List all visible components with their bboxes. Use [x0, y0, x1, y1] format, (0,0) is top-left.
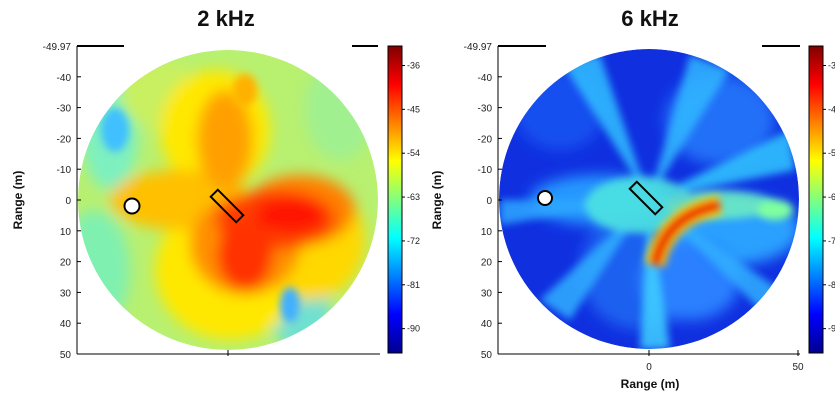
y-tick-labels: -49.97 -40 -30 -20 -10 0 10 20 30 40 50 — [43, 42, 81, 361]
colorbar-tick-label: -72 — [828, 236, 835, 246]
colorbar-tick-label: -63 — [828, 192, 835, 202]
heatmap-field — [499, 49, 799, 349]
colorbar-tick-labels: -36 -45 -54 -63 -72 -81 -90 — [402, 60, 420, 334]
y-tick-label: -10 — [57, 165, 72, 176]
chart-title: 2 kHz — [197, 6, 254, 31]
colorbar-tick-label: -81 — [407, 280, 420, 290]
y-tick-label: 50 — [60, 350, 72, 361]
colorbar-tick-labels: -36 -45 -54 -63 -72 -81 -90 — [823, 60, 835, 334]
y-tick-label: -10 — [478, 165, 493, 176]
panel-2khz: 2 kHz — [11, 6, 420, 361]
target-box — [209, 188, 245, 224]
y-tick-label: -20 — [478, 134, 493, 145]
y-tick-label: -40 — [478, 73, 493, 84]
colorbar-tick-label: -90 — [828, 324, 835, 334]
colorbar: -36 -45 -54 -63 -72 -81 -90 — [808, 45, 835, 354]
target-box — [628, 180, 664, 216]
colorbar-tick-label: -54 — [407, 148, 420, 158]
y-tick-label: 10 — [60, 227, 72, 238]
colorbar-tick-label: -36 — [407, 60, 420, 70]
y-tick-label: 0 — [65, 196, 71, 207]
y-axis-label: Range (m) — [430, 171, 444, 230]
y-tick-label: 20 — [481, 258, 493, 269]
x-tick-label: 50 — [792, 362, 804, 373]
y-tick-label: -49.97 — [464, 42, 493, 53]
panel-6khz: 6 kHz — [430, 6, 835, 391]
colorbar-tick-label: -45 — [407, 104, 420, 114]
y-tick-label: 40 — [60, 319, 72, 330]
y-tick-label: 30 — [481, 288, 493, 299]
x-tick-labels: 0 50 — [646, 362, 804, 373]
heatmap-field — [78, 50, 378, 350]
x-axis-label: Range (m) — [621, 377, 680, 391]
y-tick-label: 30 — [60, 288, 72, 299]
y-tick-label: -30 — [57, 104, 72, 115]
y-tick-label: 10 — [481, 227, 493, 238]
colorbar-tick-label: -45 — [828, 104, 835, 114]
chart-title: 6 kHz — [621, 6, 678, 31]
y-tick-label: 0 — [486, 196, 492, 207]
source-marker — [123, 197, 141, 215]
source-marker — [537, 190, 553, 206]
y-tick-label: -40 — [57, 73, 72, 84]
y-tick-label: 50 — [481, 350, 493, 361]
y-tick-label: 40 — [481, 319, 493, 330]
colorbar-tick-label: -36 — [828, 60, 835, 70]
colorbar-tick-label: -54 — [828, 148, 835, 158]
colorbar-tick-label: -81 — [828, 280, 835, 290]
x-tick-label: 0 — [646, 362, 652, 373]
colorbar: -36 -45 -54 -63 -72 -81 -90 — [387, 45, 420, 354]
colorbar-tick-label: -90 — [407, 324, 420, 334]
colorbar-tick-label: -63 — [407, 192, 420, 202]
y-tick-label: -49.97 — [43, 42, 72, 53]
y-tick-label: 20 — [60, 258, 72, 269]
y-tick-labels: -49.97 -40 -30 -20 -10 0 10 20 30 40 50 — [464, 42, 502, 361]
y-axis-label: Range (m) — [11, 171, 25, 230]
y-tick-label: -30 — [478, 104, 493, 115]
y-tick-label: -20 — [57, 134, 72, 145]
colorbar-tick-label: -72 — [407, 236, 420, 246]
